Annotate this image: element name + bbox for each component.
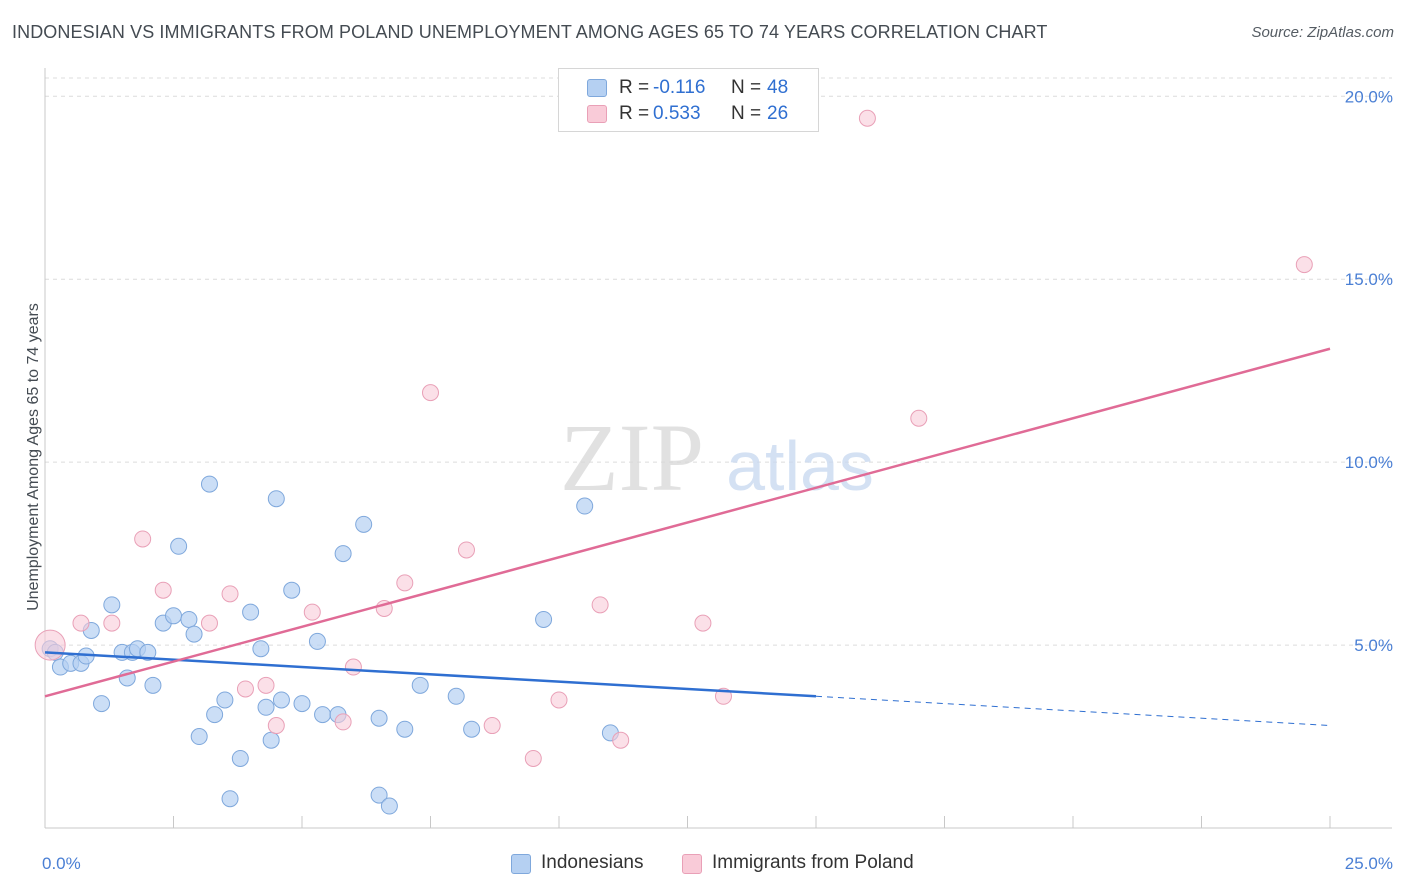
legend-n-label: N =: [731, 77, 762, 98]
poland-point: [524, 749, 542, 767]
indonesians-point: [463, 720, 481, 738]
indonesians-point: [576, 497, 594, 515]
gridlines: [45, 77, 1392, 646]
indonesians-trend-extension: [815, 695, 1331, 727]
poland-point: [1295, 256, 1313, 274]
indonesians-point: [334, 545, 352, 563]
tick-labels: 5.0% 10.0% 15.0% 20.0% 0.0% 25.0%: [42, 87, 1393, 873]
poland-point: [344, 658, 362, 676]
watermark-zip: ZIP: [560, 404, 704, 511]
indonesians-point: [272, 691, 290, 709]
poland-point: [612, 731, 630, 749]
indonesians-point: [257, 698, 275, 716]
indonesians-point: [190, 728, 208, 746]
poland-point: [72, 614, 90, 632]
legend-swatch-poland: [587, 105, 607, 123]
legend-n-value: 26: [767, 103, 789, 124]
indonesians-point: [200, 475, 218, 493]
indonesians-point: [93, 695, 111, 713]
legend-r-label: R =: [619, 77, 650, 98]
indonesians-point: [103, 596, 121, 614]
indonesians-point: [314, 706, 332, 724]
indonesians-point: [283, 581, 301, 599]
poland-point: [200, 614, 218, 632]
indonesians-point: [221, 790, 239, 808]
legend-r-value: 0.533: [653, 103, 701, 124]
indonesians-point: [447, 687, 465, 705]
axes: [44, 68, 1392, 829]
legend-r-value: -0.116: [653, 77, 706, 98]
poland-point: [236, 680, 254, 698]
poland-point: [221, 585, 239, 603]
poland-point: [34, 629, 66, 661]
poland-point: [303, 603, 321, 621]
watermark: ZIP atlas: [560, 404, 874, 511]
indonesians-point: [206, 706, 224, 724]
y-tick-label: 5.0%: [1354, 636, 1393, 655]
indonesians-point: [396, 720, 414, 738]
indonesians-point: [535, 610, 553, 628]
indonesians-point: [185, 625, 203, 643]
correlation-legend: R = -0.116 N = 48 R = 0.533 N = 26: [558, 68, 819, 132]
indonesians-point: [144, 676, 162, 694]
legend-n-label: N =: [731, 103, 762, 124]
poland-trend-line: [44, 347, 1331, 698]
indonesians-point: [355, 515, 373, 533]
indonesians-points: [41, 475, 619, 815]
poland-point: [334, 713, 352, 731]
poland-point: [154, 581, 172, 599]
indonesians-point: [308, 632, 326, 650]
bottom-legend-swatch-indonesians: [511, 854, 531, 874]
poland-point: [257, 676, 275, 694]
poland-point: [591, 596, 609, 614]
legend-swatch-indonesians: [587, 79, 607, 97]
indonesians-point: [267, 490, 285, 508]
indonesians-point: [262, 731, 280, 749]
indonesians-point: [216, 691, 234, 709]
indonesians-point: [252, 640, 270, 658]
poland-point: [457, 541, 475, 559]
legend-r-label: R =: [619, 103, 650, 124]
poland-point: [422, 384, 439, 402]
indonesians-point: [293, 695, 311, 713]
poland-point: [134, 530, 152, 548]
indonesians-point: [165, 607, 182, 625]
poland-point: [396, 574, 414, 592]
indonesians-point: [370, 786, 388, 804]
x-tick-label: 0.0%: [42, 854, 81, 873]
indonesians-point: [242, 603, 260, 621]
poland-point: [483, 717, 501, 735]
indonesians-point: [231, 749, 249, 767]
poland-point: [910, 409, 928, 427]
bottom-legend-label: Immigrants from Poland: [712, 852, 914, 873]
y-tick-label: 10.0%: [1345, 453, 1393, 472]
bottom-legend-swatch-poland: [682, 854, 702, 874]
indonesians-point: [411, 676, 429, 694]
legend-n-value: 48: [767, 77, 789, 98]
y-tick-label: 15.0%: [1345, 270, 1393, 289]
poland-point: [550, 691, 568, 709]
chart-title: INDONESIAN VS IMMIGRANTS FROM POLAND UNE…: [12, 22, 1048, 42]
x-tick-label: 25.0%: [1345, 854, 1393, 873]
indonesians-trend-line: [44, 651, 817, 698]
y-tick-label: 20.0%: [1345, 87, 1393, 106]
poland-points: [34, 109, 1313, 767]
indonesians-point: [380, 797, 398, 815]
indonesians-point: [180, 610, 198, 628]
trend-lines: [44, 347, 1331, 727]
poland-point: [103, 614, 121, 632]
poland-point: [267, 717, 285, 735]
poland-point: [858, 109, 876, 127]
indonesians-point: [170, 537, 188, 555]
source-label: Source: ZipAtlas.com: [1251, 24, 1394, 41]
poland-point: [694, 614, 712, 632]
indonesians-point: [139, 643, 157, 661]
bottom-legend-label: Indonesians: [541, 852, 644, 873]
indonesians-point: [370, 709, 388, 727]
